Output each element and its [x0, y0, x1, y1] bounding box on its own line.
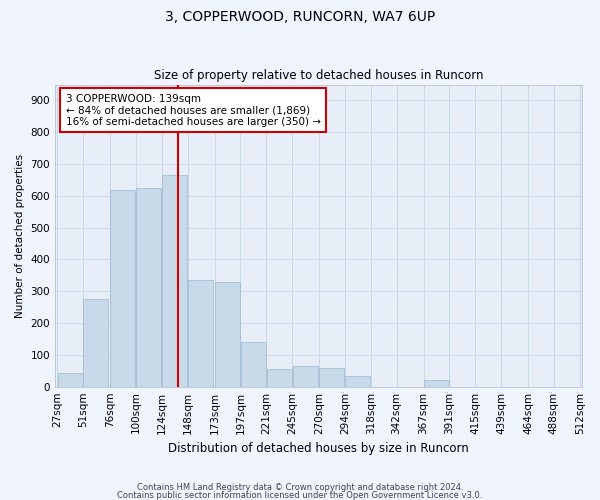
Bar — [188, 280, 213, 386]
Text: Contains HM Land Registry data © Crown copyright and database right 2024.: Contains HM Land Registry data © Crown c… — [137, 484, 463, 492]
Bar — [83, 299, 109, 386]
Bar — [215, 282, 240, 387]
Bar — [58, 374, 83, 386]
Bar — [136, 188, 161, 386]
Bar — [266, 369, 292, 386]
Y-axis label: Number of detached properties: Number of detached properties — [15, 154, 25, 318]
Bar — [241, 342, 266, 386]
X-axis label: Distribution of detached houses by size in Runcorn: Distribution of detached houses by size … — [168, 442, 469, 455]
Bar — [319, 368, 344, 386]
Bar — [110, 190, 136, 386]
Text: 3 COPPERWOOD: 139sqm
← 84% of detached houses are smaller (1,869)
16% of semi-de: 3 COPPERWOOD: 139sqm ← 84% of detached h… — [65, 94, 320, 127]
Text: Contains public sector information licensed under the Open Government Licence v3: Contains public sector information licen… — [118, 490, 482, 500]
Bar — [293, 366, 317, 386]
Text: 3, COPPERWOOD, RUNCORN, WA7 6UP: 3, COPPERWOOD, RUNCORN, WA7 6UP — [165, 10, 435, 24]
Bar — [424, 380, 449, 386]
Bar — [345, 376, 370, 386]
Bar — [162, 175, 187, 386]
Title: Size of property relative to detached houses in Runcorn: Size of property relative to detached ho… — [154, 69, 483, 82]
